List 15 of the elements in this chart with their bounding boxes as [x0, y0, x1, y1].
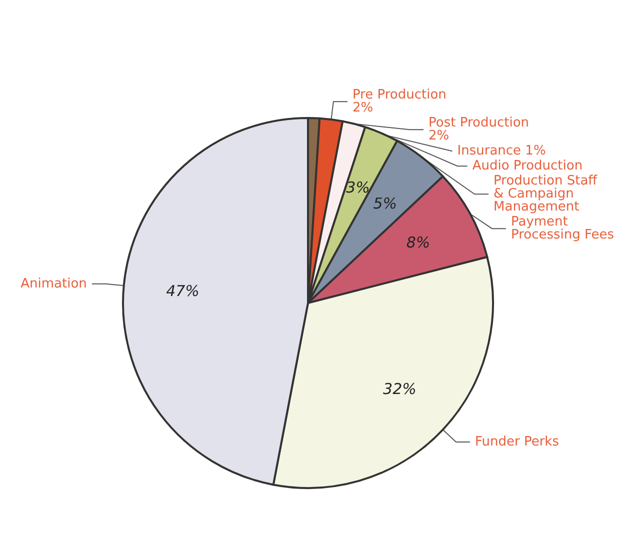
slice-label: Post Production	[428, 116, 534, 131]
slice-label: Audio Production	[472, 158, 583, 174]
data-label: 3%	[346, 178, 370, 197]
data-label: 8%	[406, 233, 430, 252]
slice-label: Pre Production	[352, 88, 451, 103]
slice-label: Animation	[20, 276, 87, 292]
data-label: 2%	[428, 128, 450, 144]
slice-label: Production Staff & Campaign Management	[494, 174, 602, 215]
data-label: 47%	[166, 282, 200, 300]
data-label: 5%	[373, 194, 397, 213]
slice-label: Funder Perks	[474, 434, 560, 450]
slice-label: Payment Processing Fees	[510, 214, 614, 243]
data-label: 32%	[383, 380, 416, 398]
slice-label: Insurance 1%	[457, 144, 546, 159]
data-label: 2%	[352, 100, 374, 116]
